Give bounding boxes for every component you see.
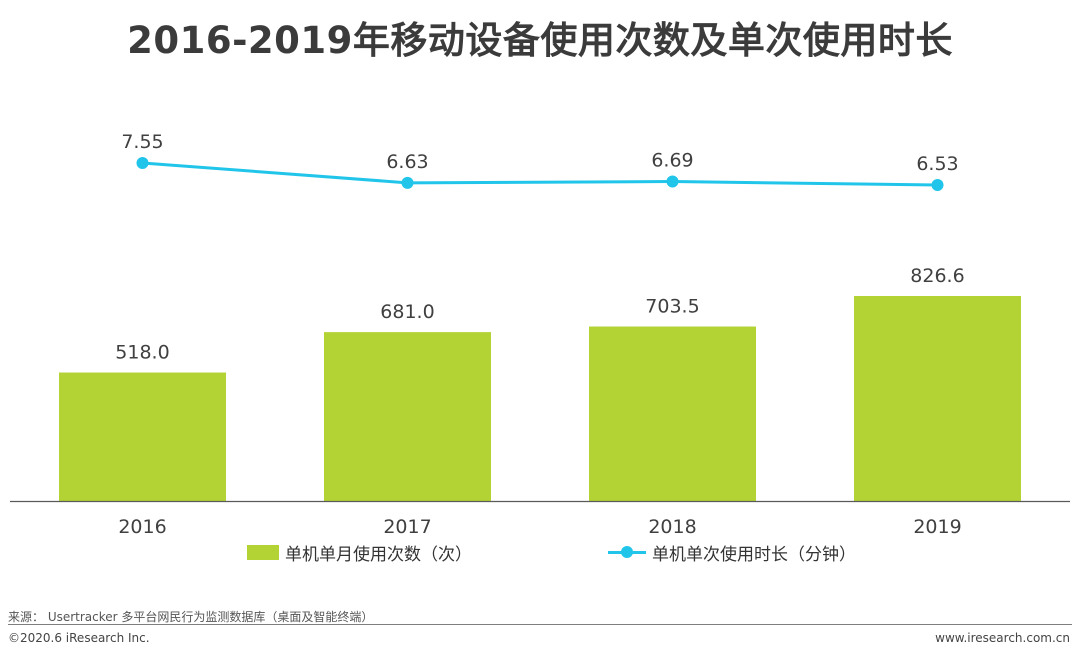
line-point [666,175,679,188]
line-point [136,157,149,169]
legend-line-label: 单机单次使用时长（分钟） [652,545,856,565]
legend-bar-swatch [247,545,279,560]
source-note: 来源： Usertracker 多平台网民行为监测数据库（桌面及智能终端） [8,610,374,624]
legend: 单机单月使用次数（次） 单机单次使用时长（分钟） [0,540,1080,566]
copyright: ©2020.6 iResearch Inc. [8,631,150,645]
x-tick-label: 2019 [913,516,961,538]
legend-item-bar: 单机单月使用次数（次） [247,540,472,565]
legend-item-line: 单机单次使用时长（分钟） [608,540,856,565]
line-point [401,176,414,189]
x-tick-label: 2017 [383,516,431,538]
website-link[interactable]: www.iresearch.com.cn [935,631,1070,645]
bar-value-label: 518.0 [115,342,169,364]
bar [854,296,1021,501]
legend-line-swatch [608,545,646,560]
line-series [142,161,938,187]
bar-value-label: 826.6 [910,265,964,287]
chart-title: 2016-2019年移动设备使用次数及单次使用时长 [127,19,953,62]
bar [589,326,756,501]
combo-chart: 518.0 681.0 703.5 826.6 2016 2017 2018 2019 7.55… [10,131,1070,538]
line-value-label: 6.69 [651,150,693,172]
bar-value-label: 703.5 [645,296,699,318]
footer-divider [8,624,1072,625]
line-point [931,179,944,191]
x-tick-label: 2016 [118,516,166,538]
legend-bar-label: 单机单月使用次数（次） [285,545,472,565]
line-value-label: 6.53 [916,153,958,175]
line-value-label: 6.63 [386,151,428,173]
line-value-label: 7.55 [121,131,163,153]
x-tick-label: 2018 [648,516,696,538]
bar-value-label: 681.0 [380,301,434,323]
bar [324,332,491,501]
bar [59,372,226,501]
